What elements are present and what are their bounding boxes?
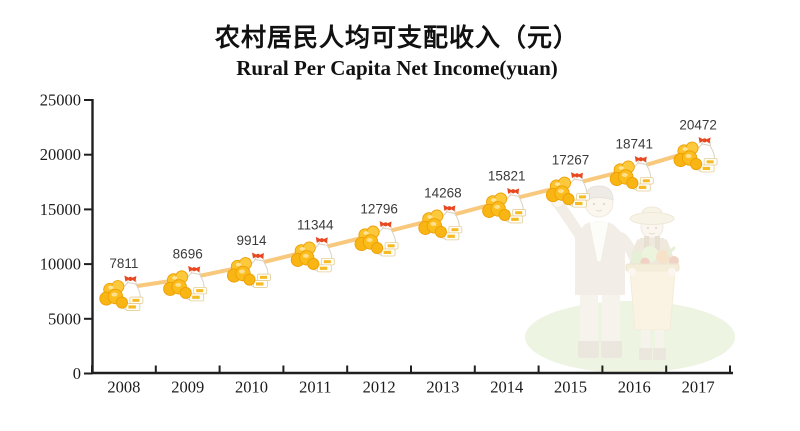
basket-body [629, 270, 676, 331]
y-tick-labels: 25000 20000 15000 10000 5000 0 [40, 91, 81, 384]
x-category-label: 2013 [426, 378, 459, 397]
x-category-label: 2011 [299, 378, 331, 397]
data-value-label: 20472 [679, 118, 717, 133]
y-tick-label: 10000 [40, 255, 81, 274]
money-bag-icon [163, 265, 208, 303]
money-bag-icon [290, 236, 336, 274]
data-value-labels: 7811 8696 9914 11344 12796 14268 15821 17267 187… [109, 118, 716, 272]
y-tick-label: 0 [73, 364, 81, 383]
money-bag-icon [482, 187, 527, 225]
x-category-label: 2017 [682, 378, 715, 397]
money-bag-icon [609, 155, 655, 193]
ground-ellipse [525, 301, 735, 373]
vegetables [631, 246, 679, 267]
y-tick-label: 25000 [40, 91, 81, 110]
money-bag-icon [99, 275, 144, 313]
data-value-label: 14268 [424, 185, 462, 200]
x-category-label: 2012 [363, 378, 396, 397]
x-category-label: 2010 [235, 378, 268, 397]
x-category-labels: 2008 2009 2010 2011 2012 2013 2014 2015 2016 2017 [107, 378, 714, 397]
y-tick-label: 20000 [40, 145, 81, 164]
money-bag-icon [418, 204, 463, 242]
data-value-label: 15821 [488, 168, 526, 183]
chart-subtitle: Rural Per Capita Net Income(yuan) [236, 56, 558, 80]
y-tick-label: 15000 [40, 200, 81, 219]
x-category-label: 2009 [171, 378, 204, 397]
chart-title: 农村居民人均可支配收入（元） [214, 23, 579, 52]
y-tick-marks [84, 99, 93, 375]
farmer-couple-illustration [525, 185, 735, 373]
farmer-woman [625, 206, 680, 360]
data-value-label: 18741 [616, 136, 654, 151]
x-category-label: 2015 [554, 378, 587, 397]
data-value-label: 8696 [173, 246, 203, 261]
data-value-label: 11344 [297, 217, 334, 232]
income-trend-line [121, 147, 701, 291]
money-bag-icon [673, 136, 718, 174]
y-tick-label: 5000 [48, 309, 81, 328]
x-category-label: 2014 [490, 378, 523, 397]
data-value-label: 12796 [360, 202, 398, 217]
farmer-man [551, 185, 644, 358]
data-value-label: 7811 [109, 256, 138, 271]
x-category-label: 2016 [618, 378, 651, 397]
x-tick-marks [91, 365, 731, 373]
money-bag-icon [354, 220, 399, 258]
x-category-label: 2008 [107, 378, 140, 397]
data-value-label: 9914 [236, 233, 267, 248]
data-value-label: 17267 [552, 153, 590, 168]
money-bag-icon [226, 252, 272, 290]
